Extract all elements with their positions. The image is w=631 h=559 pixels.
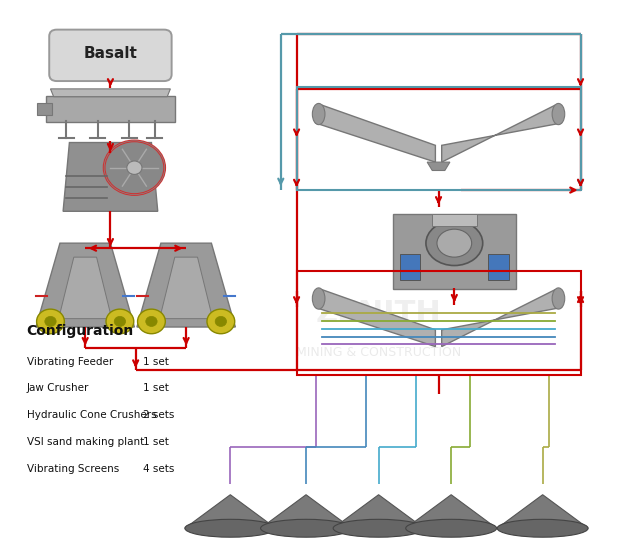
- Ellipse shape: [426, 221, 483, 266]
- Polygon shape: [497, 495, 588, 528]
- Circle shape: [215, 316, 227, 326]
- Text: 2 sets: 2 sets: [143, 410, 175, 420]
- Ellipse shape: [552, 288, 565, 309]
- Polygon shape: [137, 243, 235, 327]
- Ellipse shape: [261, 519, 351, 537]
- Text: 1 set: 1 set: [143, 383, 169, 394]
- Text: 1 set: 1 set: [143, 437, 169, 447]
- FancyBboxPatch shape: [46, 96, 175, 122]
- Polygon shape: [442, 105, 562, 162]
- Polygon shape: [333, 495, 424, 528]
- FancyBboxPatch shape: [488, 254, 509, 280]
- Polygon shape: [316, 105, 435, 162]
- Circle shape: [106, 309, 134, 334]
- Polygon shape: [63, 143, 158, 211]
- FancyBboxPatch shape: [393, 214, 516, 289]
- Polygon shape: [442, 290, 562, 347]
- FancyBboxPatch shape: [37, 103, 52, 115]
- Text: VSI sand making plant: VSI sand making plant: [27, 437, 144, 447]
- Text: 4 sets: 4 sets: [143, 464, 175, 474]
- Text: MINING & CONSTRUCTION: MINING & CONSTRUCTION: [296, 345, 461, 359]
- Circle shape: [138, 309, 165, 334]
- Circle shape: [104, 141, 165, 195]
- Text: Basalt: Basalt: [83, 46, 138, 60]
- Circle shape: [127, 161, 142, 174]
- Polygon shape: [59, 257, 112, 319]
- Text: 1 set: 1 set: [143, 357, 169, 367]
- Polygon shape: [261, 495, 351, 528]
- Text: Vibrating Feeder: Vibrating Feeder: [27, 357, 113, 367]
- Ellipse shape: [185, 519, 276, 537]
- Ellipse shape: [406, 519, 497, 537]
- Ellipse shape: [552, 103, 565, 125]
- Ellipse shape: [497, 519, 588, 537]
- Text: ZENITH: ZENITH: [316, 299, 442, 328]
- FancyBboxPatch shape: [400, 254, 420, 280]
- FancyBboxPatch shape: [432, 214, 477, 226]
- Text: Configuration: Configuration: [27, 324, 134, 338]
- Polygon shape: [185, 495, 276, 528]
- Ellipse shape: [312, 288, 325, 309]
- Circle shape: [45, 316, 56, 326]
- Ellipse shape: [437, 229, 472, 257]
- Circle shape: [37, 309, 64, 334]
- Polygon shape: [50, 89, 170, 97]
- FancyBboxPatch shape: [49, 30, 172, 81]
- Polygon shape: [427, 162, 450, 170]
- Circle shape: [207, 309, 235, 334]
- Polygon shape: [160, 257, 213, 319]
- Polygon shape: [406, 495, 497, 528]
- Text: Jaw Crusher: Jaw Crusher: [27, 383, 89, 394]
- Polygon shape: [316, 290, 435, 347]
- Circle shape: [114, 316, 126, 326]
- Ellipse shape: [333, 519, 424, 537]
- Text: Vibrating Screens: Vibrating Screens: [27, 464, 119, 474]
- Text: Hydraulic Cone Crushers: Hydraulic Cone Crushers: [27, 410, 156, 420]
- Ellipse shape: [312, 103, 325, 125]
- Circle shape: [146, 316, 157, 326]
- Polygon shape: [36, 243, 134, 327]
